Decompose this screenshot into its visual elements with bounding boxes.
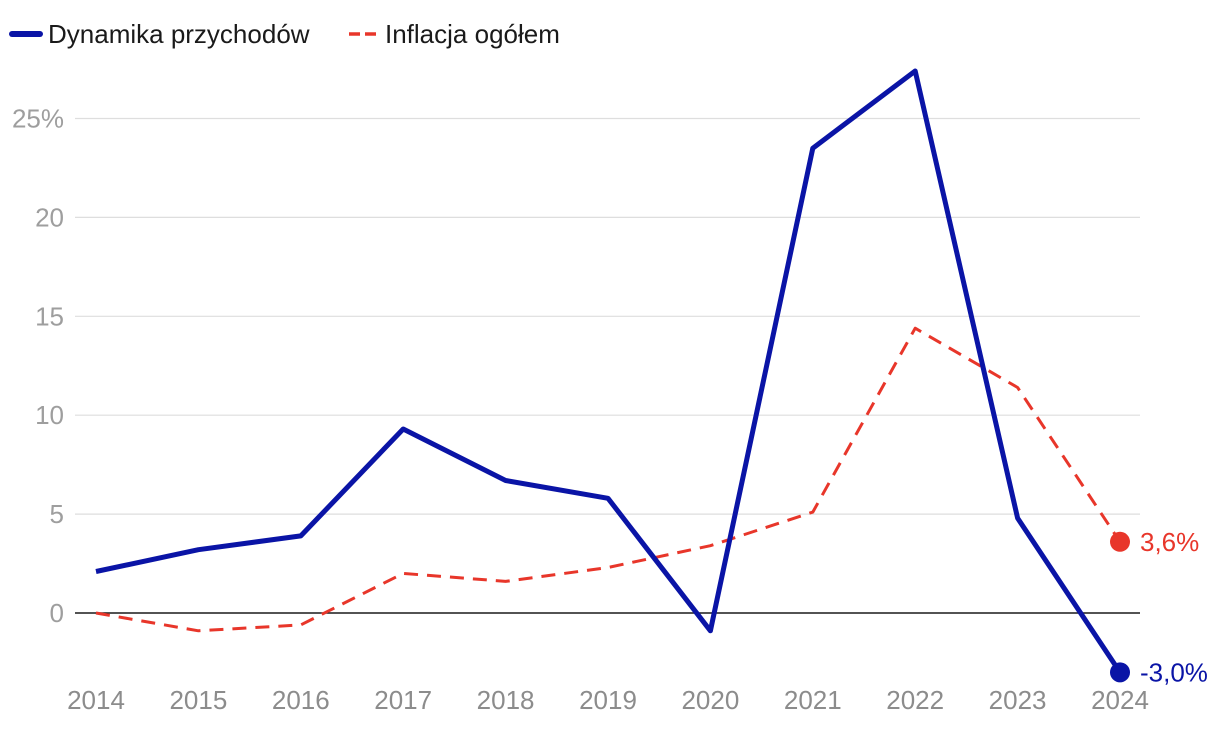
y-axis-ticks: 0 5 10 15 20 25% (12, 104, 64, 629)
end-marker-revenue (1110, 662, 1130, 683)
y-tick-label: 5 (50, 499, 64, 529)
series-line-inflation (95, 326, 1122, 633)
x-tick-label: 2023 (989, 685, 1047, 715)
x-tick-label: 2022 (886, 685, 944, 715)
y-tick-label: 10 (35, 400, 64, 430)
x-tick-label: 2017 (374, 685, 432, 715)
x-tick-label: 2018 (477, 685, 535, 715)
series-lines (95, 68, 1123, 674)
x-tick-label: 2014 (67, 685, 125, 715)
end-label-revenue: -3,0% (1140, 657, 1208, 687)
y-tick-label: 25% (12, 104, 64, 134)
x-axis-ticks: 2014 2015 2016 2017 2018 2019 2020 2021 2022 2023… (67, 685, 1149, 715)
end-marker-inflation (1110, 531, 1130, 552)
y-tick-label: 20 (35, 202, 64, 232)
gridlines (75, 117, 1140, 614)
x-tick-label: 2016 (272, 685, 330, 715)
legend-label-revenue: Dynamika przychodów (48, 19, 310, 49)
x-tick-label: 2015 (169, 685, 227, 715)
y-tick-label: 0 (50, 598, 64, 628)
series-line-revenue (95, 68, 1123, 674)
x-tick-label: 2020 (681, 685, 739, 715)
end-markers: -3,0% 3,6% (1110, 527, 1208, 687)
x-tick-label: 2024 (1091, 685, 1149, 715)
y-tick-label: 15 (35, 301, 64, 331)
end-label-inflation: 3,6% (1140, 527, 1199, 557)
x-tick-label: 2021 (784, 685, 842, 715)
legend: Dynamika przychodów Inflacja ogółem (9, 19, 560, 49)
x-tick-label: 2019 (579, 685, 637, 715)
legend-label-inflation: Inflacja ogółem (385, 19, 560, 49)
